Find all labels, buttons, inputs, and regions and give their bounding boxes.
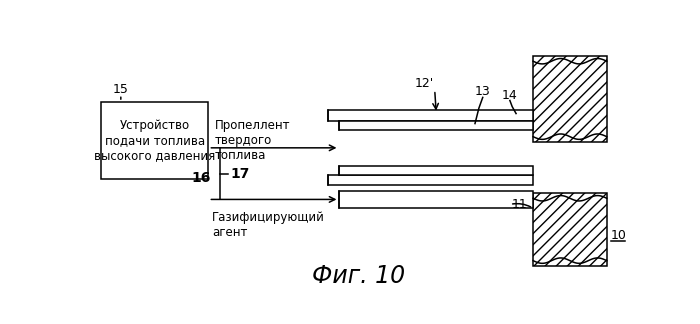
Text: 15: 15	[113, 83, 129, 96]
Bar	[340, 191, 533, 208]
Text: Пропеллент
твердого
топлива: Пропеллент твердого топлива	[215, 119, 290, 162]
Bar	[340, 166, 533, 175]
Bar	[102, 102, 209, 179]
Bar	[328, 110, 533, 121]
Text: 14: 14	[502, 88, 518, 102]
Text: Газифицирующий
агент: Газифицирующий агент	[212, 211, 325, 239]
Text: 17: 17	[230, 167, 249, 181]
Text: Устройство
подачи топлива
высокого давления: Устройство подачи топлива высокого давле…	[94, 119, 216, 162]
Bar	[340, 121, 533, 130]
Bar	[328, 175, 533, 185]
Bar	[533, 56, 607, 142]
Text: 10: 10	[610, 229, 626, 242]
Text: Фиг. 10: Фиг. 10	[312, 264, 405, 288]
Text: 16: 16	[191, 171, 210, 185]
Text: 13: 13	[475, 85, 491, 98]
Text: 12': 12'	[415, 77, 434, 90]
Text: 11: 11	[512, 198, 527, 211]
Bar	[533, 193, 607, 266]
